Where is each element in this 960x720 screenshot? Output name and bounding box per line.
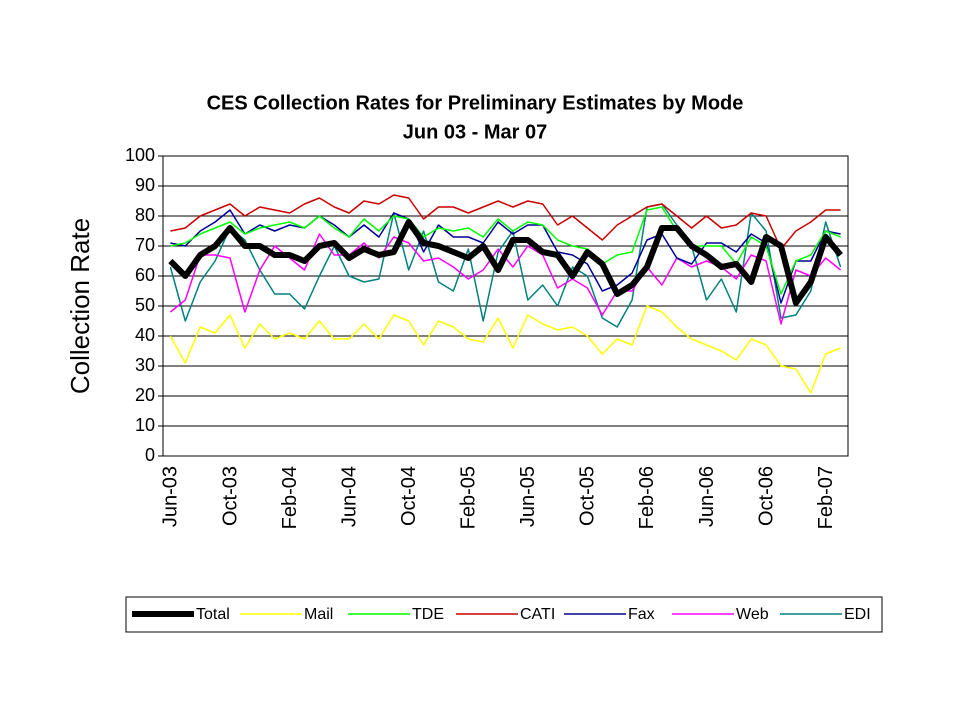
legend-label: Total [196,606,230,623]
y-tick-label: 30 [135,355,155,375]
series-line [170,209,841,304]
x-tick-label: Feb-04 [279,466,301,529]
series-line [170,194,841,250]
x-tick-label: Jun-05 [517,466,539,527]
x-tick-label: Jun-06 [696,466,718,527]
y-tick-label: 40 [135,325,155,345]
plot-border [162,155,849,457]
series-line [169,203,842,328]
y-tick-label: 20 [135,385,155,405]
legend-label: TDE [412,606,444,623]
y-tick-label: 10 [135,415,155,435]
y-tick-label: 100 [125,145,155,165]
x-tick-label: Oct-06 [755,466,777,526]
x-tick-label: Oct-05 [577,466,599,526]
x-tick-label: Oct-04 [398,466,420,526]
y-tick-label: 70 [135,235,155,255]
x-tick-label: Feb-07 [815,466,837,529]
legend-label: Fax [628,606,655,623]
legend-label: Web [736,606,769,623]
series-line [168,219,843,306]
legend-label: CATI [520,606,555,623]
series-line [170,206,841,295]
legend-label: EDI [844,606,871,623]
y-tick-label: 50 [135,295,155,315]
y-tick-label: 60 [135,265,155,285]
legend-label: Mail [304,606,333,623]
chart-title: CES Collection Rates for Preliminary Est… [207,92,744,114]
y-axis-label: Collection Rate [65,218,95,394]
x-tick-label: Jun-03 [160,466,182,527]
series-line [169,305,841,394]
x-tick-label: Jun-04 [338,466,360,527]
y-tick-label: 90 [135,175,155,195]
y-tick-label: 80 [135,205,155,225]
x-tick-label: Oct-03 [219,466,241,526]
x-tick-label: Feb-05 [458,466,480,529]
x-tick-label: Feb-06 [636,466,658,529]
chart-subtitle: Jun 03 - Mar 07 [403,121,548,143]
y-tick-label: 0 [145,445,155,465]
